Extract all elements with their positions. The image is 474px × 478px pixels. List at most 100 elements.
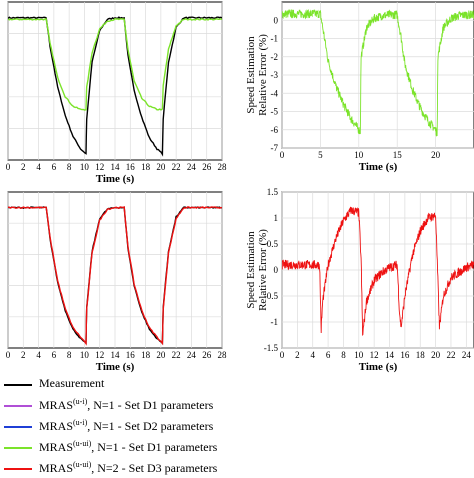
- x-tick-label: 2: [21, 350, 26, 360]
- x-tick-label: 4: [36, 162, 41, 172]
- y-tick-label: -2: [271, 52, 279, 62]
- legend-label-tail: , N=1 - Set D1 parameters: [91, 440, 218, 454]
- x-tick-label: 20: [156, 350, 166, 360]
- x-tick-label: 2: [21, 162, 26, 172]
- y-tick-label: -6: [271, 125, 279, 135]
- series-line-measurement: [8, 16, 222, 157]
- x-tick-label: 5: [318, 150, 323, 160]
- legend-label-main: MRAS: [39, 440, 74, 454]
- x-tick-label: 6: [326, 350, 331, 360]
- x-axis-label: Time (s): [96, 173, 135, 185]
- y-tick-label: -1: [271, 34, 279, 44]
- x-tick-label: 22: [172, 350, 181, 360]
- legend-label-main: MRAS: [39, 461, 74, 475]
- y-tick-label: 0: [274, 265, 279, 275]
- y-tick-label: -1.5: [264, 343, 279, 353]
- x-tick-label: 15: [393, 150, 403, 160]
- x-tick-label: 20: [431, 350, 441, 360]
- legend-label: MRAS(u-ui), N=2 - Set D3 parameters: [39, 460, 217, 476]
- legend-label-superscript: (u-i): [73, 397, 88, 406]
- y-tick-label: 1.5: [267, 187, 279, 197]
- x-tick-label: 20: [431, 150, 441, 160]
- x-tick-label: 8: [67, 162, 72, 172]
- x-tick-label: 10: [80, 350, 90, 360]
- x-tick-label: 12: [95, 350, 104, 360]
- x-tick-label: 10: [354, 150, 364, 160]
- x-tick-label: 22: [172, 162, 181, 172]
- x-tick-label: 28: [218, 350, 228, 360]
- x-tick-label: 26: [202, 162, 212, 172]
- x-tick-label: 20: [156, 162, 166, 172]
- x-tick-label: 4: [36, 350, 41, 360]
- y-tick-label: 1: [274, 213, 279, 223]
- x-tick-label: 12: [370, 350, 379, 360]
- y-tick-label: 0: [274, 15, 279, 25]
- x-tick-label: 8: [341, 350, 346, 360]
- x-tick-label: 14: [111, 162, 121, 172]
- x-tick-label: 0: [6, 162, 11, 172]
- y-axis-label-line2: Relative Error (%): [257, 229, 269, 311]
- legend-label-main: MRAS: [39, 398, 74, 412]
- x-tick-label: 14: [385, 350, 395, 360]
- y-tick-label: -7: [271, 143, 279, 153]
- legend-label-tail: , N=1 - Set D2 parameters: [87, 419, 214, 433]
- legend-label-main: MRAS: [39, 419, 74, 433]
- legend-swatch: [4, 384, 32, 386]
- x-tick-label: 6: [52, 350, 57, 360]
- x-tick-label: 24: [462, 350, 472, 360]
- x-tick-label: 8: [67, 350, 72, 360]
- y-tick-label: -1: [271, 317, 279, 327]
- legend-swatch: [4, 468, 32, 470]
- x-tick-label: 12: [95, 162, 104, 172]
- y-tick-label: -5: [271, 107, 279, 117]
- legend-swatch: [4, 426, 32, 428]
- y-axis-label: Speed Estimation: [245, 231, 257, 309]
- legend-label: MRAS(u-i), N=1 - Set D1 parameters: [39, 397, 213, 413]
- x-tick-label: 18: [416, 350, 426, 360]
- legend-label-superscript: (u-i): [73, 418, 88, 427]
- legend-label-tail: , N=1 - Set D1 parameters: [87, 398, 214, 412]
- x-tick-label: 2: [295, 350, 300, 360]
- legend-swatch: [4, 447, 32, 449]
- x-axis-label: Time (s): [359, 161, 398, 173]
- x-tick-label: 0: [280, 150, 285, 160]
- x-tick-label: 6: [52, 162, 57, 172]
- y-tick-label: -4: [271, 88, 279, 98]
- legend-swatch: [4, 405, 32, 407]
- legend-label-main: Measurement: [39, 376, 105, 390]
- series-line-red: [8, 206, 222, 346]
- x-tick-label: 26: [202, 350, 212, 360]
- x-axis-label: Time (s): [359, 361, 398, 373]
- y-axis-label: Speed Estimation: [245, 36, 257, 114]
- x-axis-label: Time (s): [96, 361, 135, 373]
- x-tick-label: 28: [218, 162, 228, 172]
- x-tick-label: 16: [126, 350, 136, 360]
- y-tick-label: -0.5: [264, 291, 279, 301]
- x-tick-label: 18: [141, 350, 151, 360]
- x-tick-label: 0: [6, 350, 11, 360]
- x-tick-label: 16: [126, 162, 136, 172]
- x-tick-label: 24: [187, 162, 197, 172]
- x-tick-label: 24: [187, 350, 197, 360]
- series-line-green: [282, 8, 474, 137]
- x-tick-label: 4: [310, 350, 315, 360]
- legend-label-tail: , N=2 - Set D3 parameters: [91, 461, 218, 475]
- legend-label: Measurement: [39, 376, 104, 391]
- x-tick-label: 18: [141, 162, 151, 172]
- legend-label-superscript: (u-ui): [73, 439, 92, 448]
- legend-label: MRAS(u-i), N=1 - Set D2 parameters: [39, 418, 213, 434]
- series-line-red: [282, 206, 474, 336]
- x-tick-label: 10: [80, 162, 90, 172]
- legend-label: MRAS(u-ui), N=1 - Set D1 parameters: [39, 439, 217, 455]
- x-tick-label: 10: [354, 350, 364, 360]
- x-tick-label: 16: [400, 350, 410, 360]
- y-tick-label: -3: [271, 70, 279, 80]
- x-tick-label: 22: [446, 350, 455, 360]
- y-tick-label: 0.5: [267, 239, 279, 249]
- y-axis-label-line2: Relative Error (%): [257, 34, 269, 116]
- x-tick-label: 14: [111, 350, 121, 360]
- x-tick-label: 0: [280, 350, 285, 360]
- series-line-green: [8, 17, 222, 111]
- legend-label-superscript: (u-ui): [73, 460, 92, 469]
